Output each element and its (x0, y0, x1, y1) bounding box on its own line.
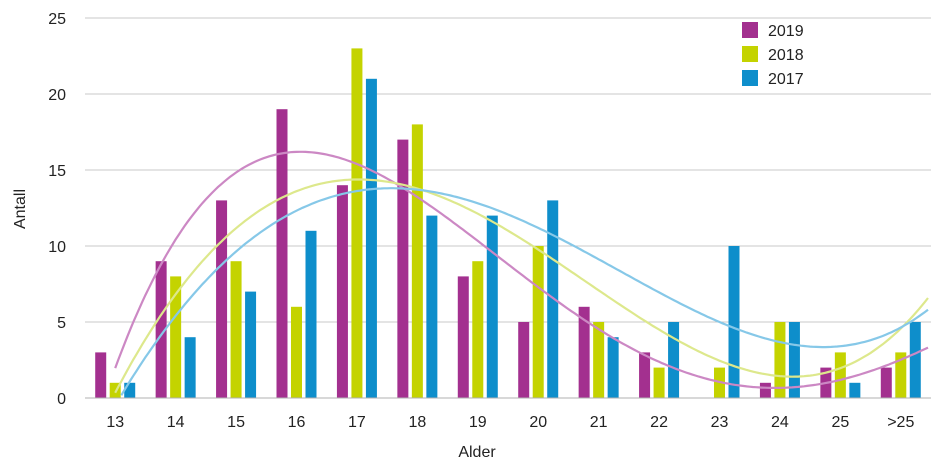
legend-label: 2019 (768, 23, 804, 40)
trendline-2017 (120, 187, 929, 396)
bar-2017 (365, 78, 377, 399)
x-tick-label: >25 (887, 414, 914, 431)
x-tick-label: 20 (529, 414, 547, 431)
bar-2017 (909, 322, 921, 398)
bar-2017 (426, 215, 438, 398)
bar-2019 (639, 352, 651, 398)
bar-2019 (759, 382, 771, 398)
bar-2019 (276, 109, 288, 398)
bar-2018 (774, 322, 786, 398)
x-axis-title: Alder (458, 444, 496, 461)
bar-2019 (880, 367, 892, 398)
x-tick-label: 14 (167, 414, 185, 431)
x-tick-label: 21 (590, 414, 608, 431)
bar-2017 (788, 322, 800, 398)
y-tick-label: 20 (48, 87, 66, 104)
bar-2017 (305, 230, 317, 398)
bar-2019 (336, 185, 348, 398)
x-tick-label: 23 (711, 414, 729, 431)
bar-2018 (351, 48, 363, 399)
bar-2018 (472, 261, 484, 398)
bar-2019 (95, 352, 107, 398)
y-tick-label: 10 (48, 239, 66, 256)
legend: 2019 2018 2017 (742, 22, 804, 88)
bar-2017 (607, 337, 619, 398)
x-tick-label: 16 (288, 414, 306, 431)
y-tick-label: 0 (57, 391, 66, 408)
x-tick-label: 18 (408, 414, 426, 431)
bar-2019 (518, 322, 530, 398)
bar-2019 (578, 306, 590, 398)
bar-2019 (155, 261, 167, 398)
bar-2018 (230, 261, 242, 398)
x-tick-label: 15 (227, 414, 245, 431)
bar-2017 (124, 382, 136, 398)
y-tick-label: 15 (48, 163, 66, 180)
bar-2018 (291, 306, 302, 398)
bar-2018 (593, 322, 605, 398)
bar-2018 (532, 246, 544, 398)
x-tick-label: 13 (106, 414, 124, 431)
bar-2018 (411, 124, 423, 399)
y-axis-title: Antall (12, 189, 29, 229)
bar-2017 (668, 322, 680, 398)
bar-2017 (849, 382, 861, 398)
legend-label: 2017 (768, 71, 804, 88)
axes: 0 5 10 15 20 25 13 14 15 16 17 18 19 20 21 22 23 24 25 >25 (48, 11, 931, 431)
bar-2019 (397, 139, 409, 398)
bar-2017 (486, 215, 498, 398)
bar-2019 (216, 200, 228, 398)
legend-swatch-2017 (742, 70, 758, 86)
x-tick-label: 19 (469, 414, 487, 431)
bar-2017 (728, 246, 740, 398)
bar-2018 (653, 367, 665, 398)
y-tick-label: 5 (57, 315, 66, 332)
bar-2018 (834, 352, 846, 398)
x-tick-label: 24 (771, 414, 789, 431)
x-tick-label: 22 (650, 414, 668, 431)
legend-swatch-2018 (742, 46, 758, 62)
bar-2017 (245, 291, 257, 398)
x-tick-label: 25 (831, 414, 849, 431)
trendline-2018 (114, 178, 929, 394)
y-tick-label: 25 (48, 11, 66, 28)
bar-2019 (457, 276, 469, 398)
gridlines (85, 17, 931, 323)
legend-swatch-2019 (742, 22, 758, 38)
bar-2018 (170, 276, 182, 398)
bar-2017 (184, 337, 196, 398)
trendlines (114, 150, 929, 396)
bar-2018 (895, 352, 907, 398)
trendline-2019 (114, 150, 929, 389)
legend-label: 2018 (768, 47, 804, 64)
x-tick-label: 17 (348, 414, 366, 431)
